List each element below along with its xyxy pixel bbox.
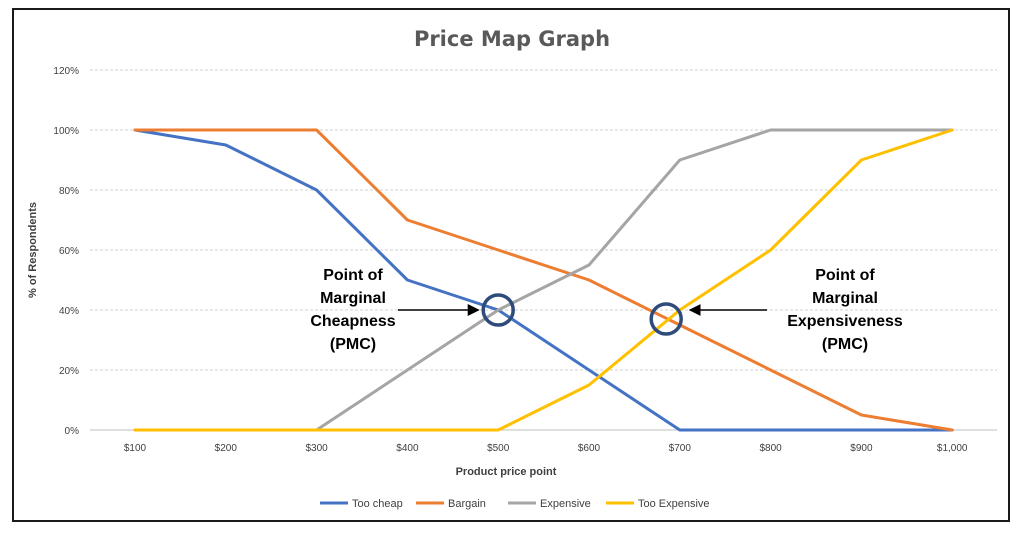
x-axis-ticks: $100 $200 $300 $400 $500 $600 $700 $800 $900 $1,0… — [124, 443, 968, 454]
x-tick-label: $1,000 — [937, 443, 968, 454]
annotation-text: (PMC) — [330, 336, 376, 353]
annotation-text: Marginal — [812, 290, 878, 307]
x-tick-label: $100 — [124, 443, 147, 454]
series-lines — [133, 128, 954, 432]
annotation-text: Cheapness — [310, 313, 395, 330]
y-tick-label: 40% — [59, 306, 79, 317]
intersection-circle — [649, 302, 683, 336]
x-tick-label: $200 — [215, 443, 238, 454]
y-tick-label: 80% — [59, 186, 79, 197]
grid-lines — [90, 69, 997, 371]
x-tick-label: $500 — [487, 443, 510, 454]
legend-label: Expensive — [540, 498, 591, 510]
x-tick-label: $800 — [759, 443, 782, 454]
series-line-too-cheap — [133, 128, 954, 432]
x-tick-label: $400 — [396, 443, 419, 454]
legend: Too cheap Bargain Expensive Too Expensive — [320, 498, 710, 510]
series-line-bargain — [133, 128, 954, 432]
y-tick-label: 0% — [65, 426, 80, 437]
chart-frame — [12, 8, 1010, 522]
chart-title: Price Map Graph — [414, 27, 610, 51]
y-tick-label: 60% — [59, 246, 79, 257]
annotation-text: Expensiveness — [787, 313, 903, 330]
series-line-too-expensive — [133, 128, 954, 432]
x-tick-label: $700 — [669, 443, 692, 454]
annotation-text: (PMC) — [822, 336, 868, 353]
y-axis-title: % of Respondents — [27, 202, 39, 298]
annotation-text: Marginal — [320, 290, 386, 307]
y-tick-label: 20% — [59, 366, 79, 377]
legend-label: Bargain — [448, 498, 486, 510]
x-tick-label: $300 — [305, 443, 328, 454]
x-axis-title: Product price point — [456, 466, 557, 478]
legend-label: Too cheap — [352, 498, 403, 510]
intersection-circle — [481, 293, 515, 327]
y-tick-label: 120% — [53, 66, 79, 77]
x-tick-label: $600 — [578, 443, 601, 454]
y-axis-ticks: 0% 20% 40% 60% 80% 100% 120% — [53, 66, 79, 437]
y-tick-label: 100% — [53, 126, 79, 137]
annotation-text: Point of — [815, 267, 875, 284]
x-tick-label: $900 — [850, 443, 873, 454]
annotations: Point of Marginal Cheapness (PMC) Point of Ma… — [310, 267, 903, 353]
legend-label: Too Expensive — [638, 498, 710, 510]
annotation-text: Point of — [323, 267, 383, 284]
